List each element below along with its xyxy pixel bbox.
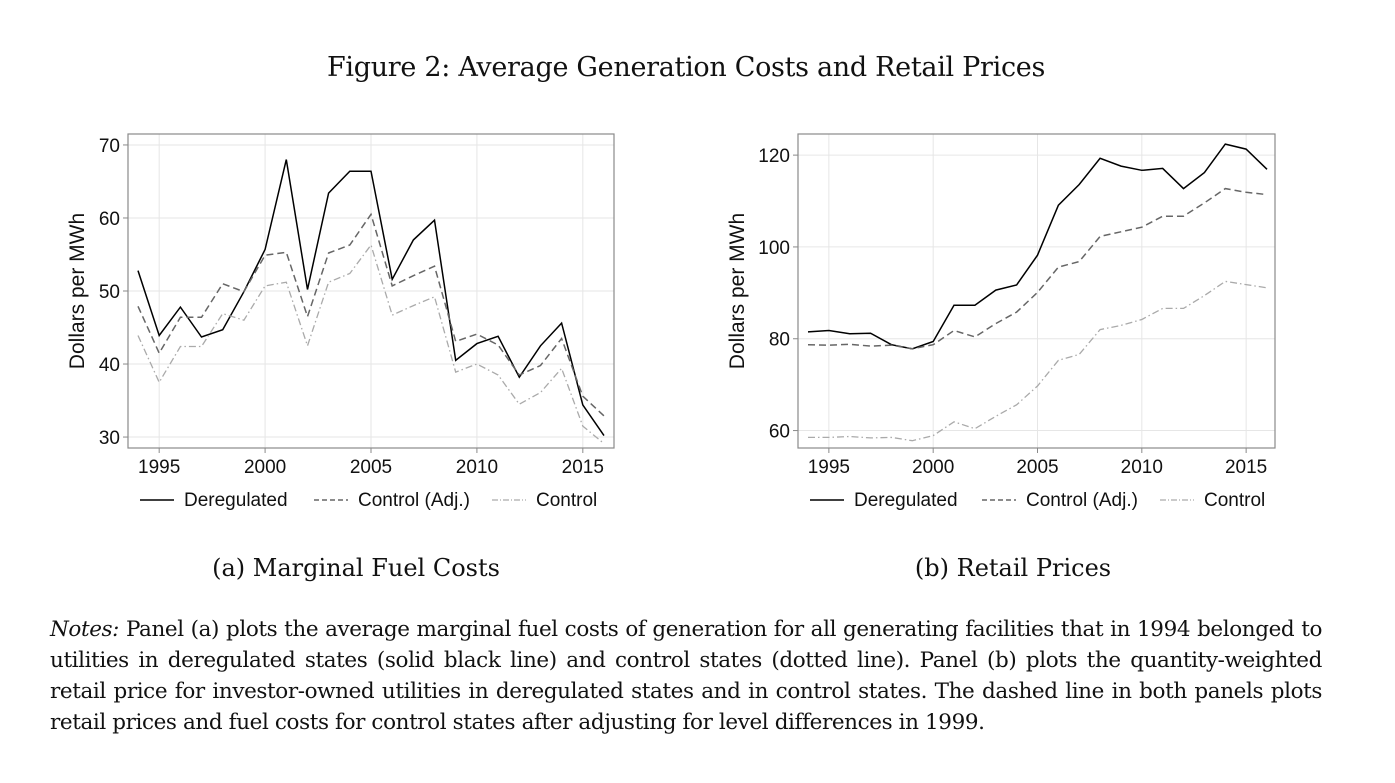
y-tick-label: 100: [758, 238, 790, 259]
y-axis-label: Dollars per MWh: [726, 213, 749, 369]
y-tick-label: 50: [99, 282, 120, 303]
panel-b-chart: 60 80 100 120 1995 2000 2005 2010 2015 Dollars pe…: [726, 133, 1276, 511]
y-tick-label: 60: [99, 209, 120, 230]
x-tick-label: 2000: [912, 457, 954, 478]
series-line-control-adj: [137, 212, 605, 417]
notes-label: Notes:: [50, 617, 119, 642]
y-tick-label: 80: [769, 330, 790, 351]
series-line-control: [808, 280, 1268, 442]
series-line-deregulated: [807, 143, 1268, 350]
x-tick-label: 2000: [244, 457, 286, 478]
x-tick-label: 2010: [456, 457, 498, 478]
y-tick-label: 70: [99, 136, 120, 157]
x-tick-label: 1995: [138, 457, 180, 478]
panel-a-caption: (a) Marginal Fuel Costs: [212, 554, 500, 582]
y-tick-label: 60: [769, 422, 790, 443]
x-tick-label: 1995: [808, 457, 850, 478]
legend-label: Deregulated: [184, 490, 288, 511]
x-tick-label: 2015: [562, 457, 604, 478]
legend-label: Control: [1204, 490, 1265, 511]
legend-label: Deregulated: [854, 490, 958, 511]
figure-title: Figure 2: Average Generation Costs and R…: [326, 52, 1046, 83]
panel-a-chart: 30 40 50 60 70 1995 2000 2005 2010 2015 Dollars pe…: [66, 133, 615, 511]
x-tick-label: 2005: [1016, 457, 1058, 478]
legend-label: Control (Adj.): [1026, 490, 1138, 511]
y-axis-label: Dollars per MWh: [66, 213, 89, 369]
y-tick-label: 40: [99, 355, 120, 376]
notes-text: Panel (a) plots the average marginal fue…: [50, 617, 1322, 735]
legend-label: Control (Adj.): [358, 490, 470, 511]
panel-b-caption: (b) Retail Prices: [914, 554, 1112, 582]
legend-label: Control: [536, 490, 597, 511]
x-tick-label: 2015: [1225, 457, 1267, 478]
y-tick-label: 30: [99, 428, 120, 449]
series-line-control-adj: [807, 187, 1268, 350]
plot-frame: [797, 133, 1276, 449]
x-tick-label: 2010: [1121, 457, 1163, 478]
figure-notes: Notes: Panel (a) plots the average margi…: [50, 614, 1322, 738]
series-line-deregulated: [137, 159, 605, 437]
x-tick-label: 2005: [350, 457, 392, 478]
y-tick-label: 120: [758, 146, 790, 167]
